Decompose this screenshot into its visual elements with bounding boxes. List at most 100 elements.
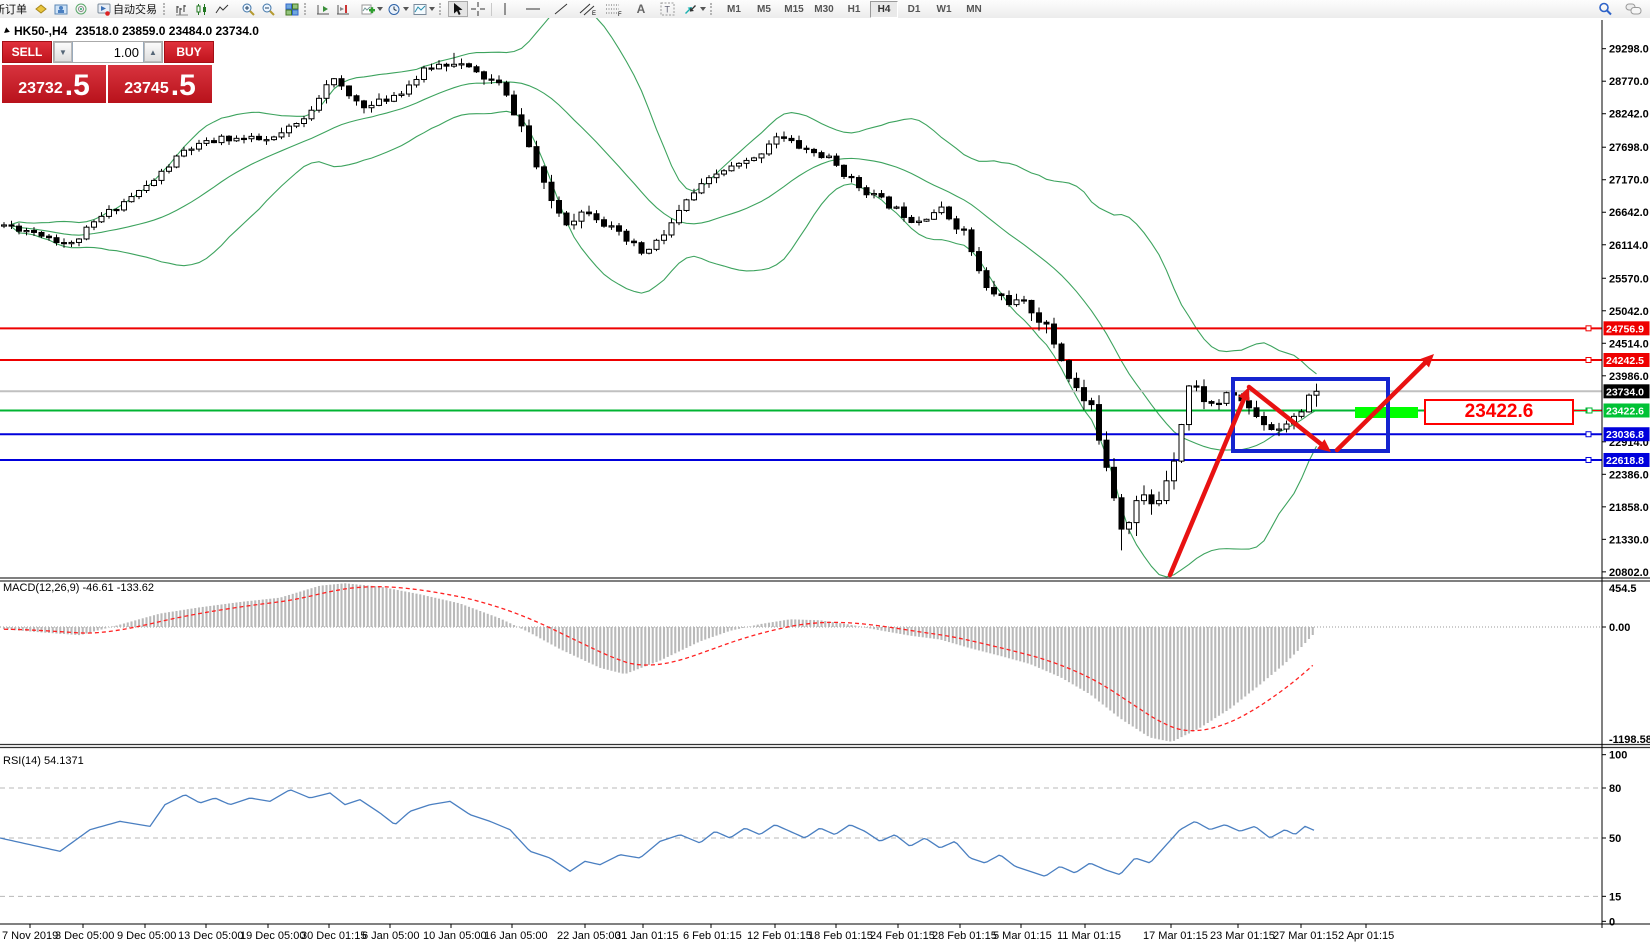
equidistant-channel-icon[interactable]: E xyxy=(577,1,599,17)
chart-title: HK50-,H4 23518.0 23859.0 23484.0 23734.0 xyxy=(4,24,259,38)
main-chart-svg[interactable]: 29298.0 28770.0 28242.0 27698.0 27170.0 26642… xyxy=(0,18,1650,945)
zoom-out-icon[interactable] xyxy=(258,1,278,17)
timeframe-m15-button[interactable]: M15 xyxy=(784,3,804,15)
timeframe-d1-button[interactable]: D1 xyxy=(907,3,921,15)
svg-text:19 Dec 05:00: 19 Dec 05:00 xyxy=(240,930,305,942)
svg-text:10 Jan 05:00: 10 Jan 05:00 xyxy=(423,930,487,942)
svg-text:7 Nov 2019: 7 Nov 2019 xyxy=(2,930,58,942)
auto-trading-button[interactable]: 自动交易 xyxy=(95,1,161,17)
auto-scroll-icon[interactable] xyxy=(313,1,333,17)
label-anchor-handle[interactable] xyxy=(1586,407,1593,414)
sell-price-main: 23732 xyxy=(18,80,63,97)
chart-frame xyxy=(0,20,1650,928)
price-badge xyxy=(1603,353,1650,367)
volume-input[interactable]: 1.00 xyxy=(72,42,144,62)
svg-text:28770.0: 28770.0 xyxy=(1609,76,1649,88)
strategy-tester-icon[interactable] xyxy=(51,1,71,17)
tile-windows-icon[interactable] xyxy=(282,1,302,17)
price-badge xyxy=(1603,384,1650,399)
rsi-line xyxy=(0,789,1315,877)
level-lines[interactable] xyxy=(0,327,1602,461)
line-chart-icon[interactable] xyxy=(212,1,232,17)
svg-text:50: 50 xyxy=(1609,833,1621,845)
toolbar-grip xyxy=(710,3,717,15)
search-icon[interactable] xyxy=(1595,1,1615,17)
bar-chart-icon[interactable] xyxy=(172,1,192,17)
svg-text:31 Jan 01:15: 31 Jan 01:15 xyxy=(615,930,679,942)
timeframe-w1-button[interactable]: W1 xyxy=(936,3,952,15)
line-handle[interactable] xyxy=(1585,431,1592,438)
main-toolbar: 新订单 自动交易 xyxy=(0,0,1650,19)
one-click-trading-panel: SELL ▼ 1.00 ▲ BUY 23732 .5 23745 .5 xyxy=(2,41,214,103)
svg-text:5 Mar 01:15: 5 Mar 01:15 xyxy=(993,930,1052,942)
rsi-panel xyxy=(0,787,1602,897)
volume-stepper: ▼ 1.00 ▲ xyxy=(53,41,163,63)
timeframe-m1-button[interactable]: M1 xyxy=(727,3,741,15)
svg-text:23734.0: 23734.0 xyxy=(1606,386,1644,398)
chart-shift-icon[interactable] xyxy=(333,1,353,17)
fibonacci-icon[interactable]: F xyxy=(603,1,625,17)
arrows-icon[interactable] xyxy=(681,1,708,17)
auto-trading-label: 自动交易 xyxy=(113,4,157,16)
buy-price-display[interactable]: 23745 .5 xyxy=(108,65,212,103)
text-icon[interactable]: A xyxy=(636,2,646,16)
svg-text:0: 0 xyxy=(1609,916,1615,928)
line-handle[interactable] xyxy=(1585,456,1592,463)
line-handle[interactable] xyxy=(1585,325,1592,332)
buy-price-pip: .5 xyxy=(170,69,196,102)
svg-text:9 Dec 05:00: 9 Dec 05:00 xyxy=(117,930,176,942)
svg-text:6 Jan 05:00: 6 Jan 05:00 xyxy=(362,930,420,942)
timeframe-h4-button[interactable]: H4 xyxy=(870,0,898,18)
new-order-button[interactable]: 新订单 xyxy=(0,1,31,17)
svg-text:T: T xyxy=(664,5,670,15)
volume-increase-button[interactable]: ▲ xyxy=(144,42,162,62)
templates-icon[interactable] xyxy=(411,1,437,17)
svg-text:23036.8: 23036.8 xyxy=(1606,429,1644,441)
chevron-down-icon xyxy=(377,7,383,11)
candlestick-chart-icon[interactable] xyxy=(192,1,212,17)
svg-text:28 Feb 01:15: 28 Feb 01:15 xyxy=(932,930,997,942)
volume-decrease-button[interactable]: ▼ xyxy=(54,42,72,62)
vertical-line-icon[interactable] xyxy=(495,1,515,17)
toolbar-grip xyxy=(439,3,446,15)
new-chart-icon[interactable] xyxy=(359,1,385,17)
chevron-down-icon xyxy=(403,7,409,11)
price-badge xyxy=(1603,427,1650,442)
timeframe-mn-button[interactable]: MN xyxy=(966,3,982,15)
sell-price-display[interactable]: 23732 .5 xyxy=(2,65,106,103)
horizontal-line-icon[interactable] xyxy=(523,1,543,17)
timeframe-m30-button[interactable]: M30 xyxy=(814,3,834,15)
svg-text:27 Mar 01:15: 27 Mar 01:15 xyxy=(1273,930,1338,942)
symbol-marker-icon xyxy=(4,27,11,35)
timeframe-h1-button[interactable]: H1 xyxy=(847,3,861,15)
svg-text:25042.0: 25042.0 xyxy=(1609,306,1649,318)
signals-icon[interactable] xyxy=(71,1,91,17)
chat-icon[interactable] xyxy=(1623,1,1644,17)
svg-text:22 Jan 05:00: 22 Jan 05:00 xyxy=(557,930,621,942)
timeframe-m5-button[interactable]: M5 xyxy=(757,3,771,15)
zoom-in-icon[interactable] xyxy=(238,1,258,17)
svg-text:20802.0: 20802.0 xyxy=(1609,567,1649,579)
sell-button[interactable]: SELL xyxy=(2,41,52,63)
buy-button[interactable]: BUY xyxy=(164,41,214,63)
terminal-icon[interactable] xyxy=(31,1,51,17)
price-badge xyxy=(1603,321,1650,336)
price-annotation-label[interactable]: 23422.6 xyxy=(1424,399,1574,425)
cursor-icon[interactable] xyxy=(448,1,468,17)
ohlc-values: 23518.0 23859.0 23484.0 23734.0 xyxy=(75,24,259,38)
blue-rectangle-annotation[interactable] xyxy=(1231,377,1390,453)
svg-text:11 Mar 01:15: 11 Mar 01:15 xyxy=(1057,930,1121,942)
svg-text:22618.8: 22618.8 xyxy=(1606,455,1644,467)
periods-clock-icon[interactable] xyxy=(385,1,411,17)
svg-text:16 Jan 05:00: 16 Jan 05:00 xyxy=(484,930,548,942)
red-trend-arrows[interactable] xyxy=(1167,354,1434,578)
crosshair-icon[interactable] xyxy=(468,1,488,17)
svg-text:28242.0: 28242.0 xyxy=(1609,109,1649,121)
svg-text:27698.0: 27698.0 xyxy=(1609,142,1649,154)
chart-area[interactable]: 29298.0 28770.0 28242.0 27698.0 27170.0 26642… xyxy=(0,18,1650,945)
buy-price-main: 23745 xyxy=(124,80,169,97)
line-handle[interactable] xyxy=(1585,357,1592,363)
text-label-icon[interactable]: T xyxy=(657,1,677,17)
trendline-icon[interactable] xyxy=(551,1,571,17)
